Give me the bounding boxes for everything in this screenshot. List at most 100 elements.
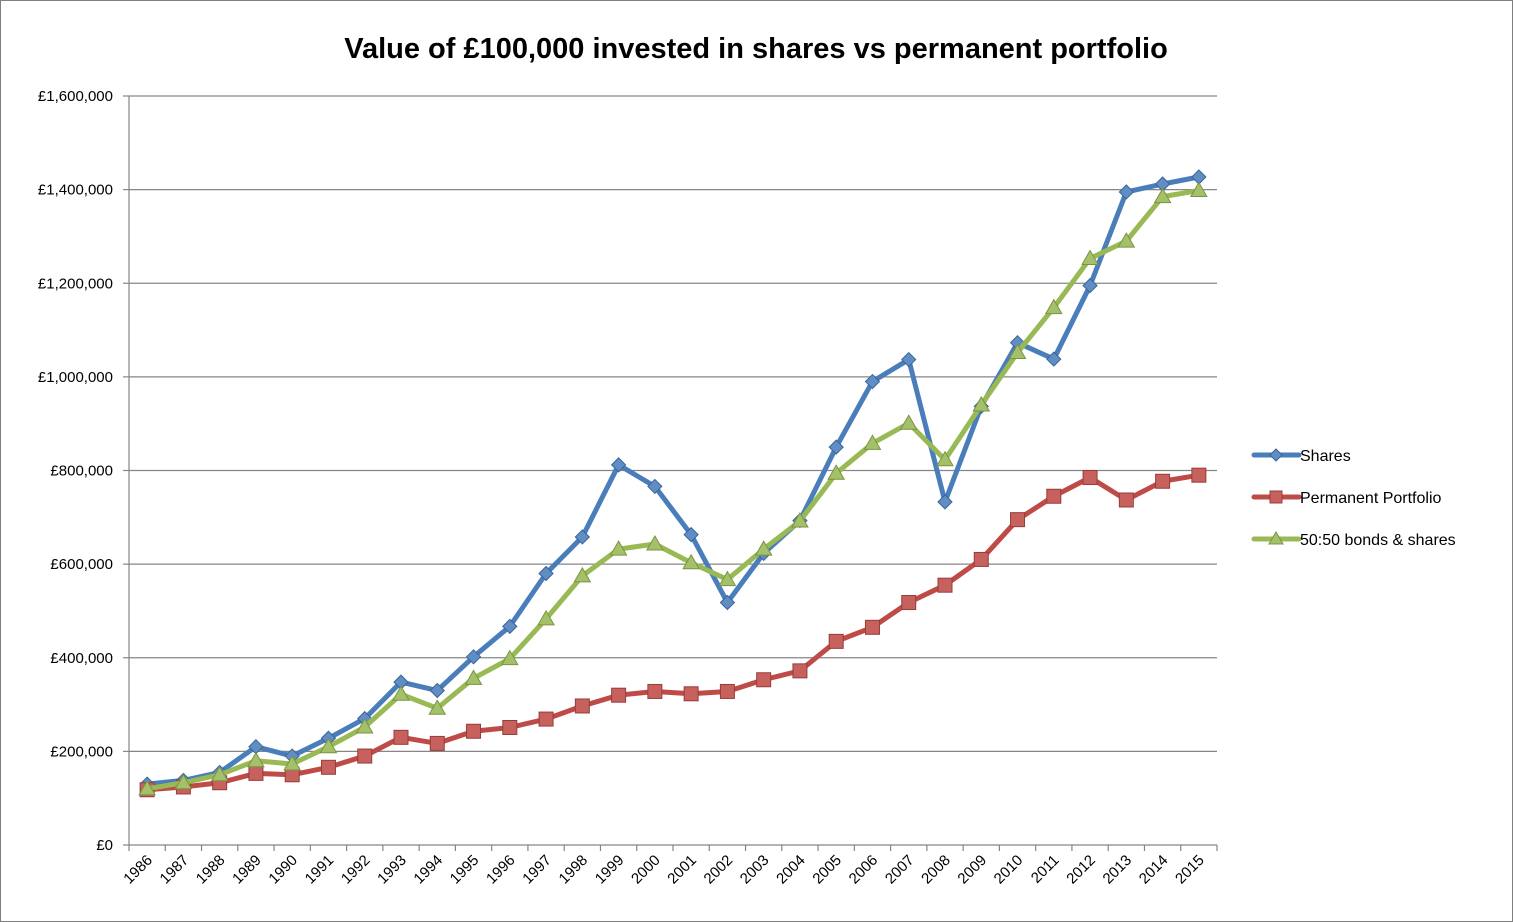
x-tick-label: 1989: [229, 852, 265, 888]
x-tick-label: 2000: [628, 852, 664, 888]
data-point-50-50-bonds-shares: [138, 779, 156, 796]
gridlines: [129, 95, 1217, 752]
x-tick-label: 1987: [157, 852, 193, 888]
data-point-50-50-bonds-shares: [972, 395, 991, 412]
data-point-50-50-bonds-shares: [247, 751, 265, 768]
y-tick-label: £1,600,000: [38, 88, 113, 105]
data-point-shares: [502, 618, 518, 635]
y-tick-label: £800,000: [50, 463, 113, 480]
data-point-50-50-bonds-shares: [428, 699, 447, 715]
x-tick-label: 2002: [701, 852, 737, 888]
series-line-permanent-portfolio: [144, 472, 1202, 793]
x-tick-label: 2004: [773, 852, 809, 888]
y-tick-label: £0: [96, 837, 113, 854]
x-tick-label: 1986: [120, 852, 156, 888]
data-point-permanent-portfolio: [357, 748, 373, 764]
data-point-permanent-portfolio: [937, 577, 953, 593]
x-tick-label: 1988: [193, 852, 229, 888]
data-point-permanent-portfolio: [828, 633, 844, 649]
data-point-permanent-portfolio: [466, 723, 482, 739]
data-point-shares: [465, 649, 482, 665]
y-tick-label: £400,000: [50, 650, 113, 667]
x-tick-label: 2010: [991, 852, 1027, 888]
data-point-50-50-bonds-shares: [573, 566, 592, 583]
y-tick-label: £1,400,000: [38, 182, 113, 199]
legend-marker-permanent-portfolio: [1269, 490, 1283, 504]
data-point-shares: [901, 351, 917, 368]
data-point-permanent-portfolio: [1046, 488, 1062, 504]
data-point-permanent-portfolio: [792, 663, 808, 679]
data-point-50-50-bonds-shares: [936, 450, 954, 467]
x-tick-label: 2013: [1100, 852, 1136, 888]
y-tick-label: £1,200,000: [38, 275, 113, 292]
data-point-permanent-portfolio: [248, 765, 264, 781]
data-point-50-50-bonds-shares: [791, 512, 809, 528]
data-point-permanent-portfolio: [756, 672, 772, 688]
data-point-permanent-portfolio: [864, 619, 880, 635]
data-point-50-50-bonds-shares: [863, 434, 882, 450]
data-point-50-50-bonds-shares: [1081, 249, 1099, 265]
x-tick-label: 1993: [374, 852, 410, 888]
data-point-shares: [1118, 184, 1135, 200]
data-point-50-50-bonds-shares: [210, 765, 229, 782]
data-point-permanent-portfolio: [901, 595, 917, 611]
data-point-permanent-portfolio: [1155, 473, 1171, 489]
x-tick-label: 2001: [664, 852, 700, 888]
x-tick-label: 1994: [410, 852, 446, 888]
data-point-permanent-portfolio: [611, 687, 627, 703]
data-point-50-50-bonds-shares: [283, 755, 302, 771]
data-point-shares: [683, 526, 699, 543]
data-point-50-50-bonds-shares: [1008, 343, 1027, 360]
data-point-permanent-portfolio: [429, 735, 445, 751]
x-tick-label: 1997: [519, 852, 555, 888]
data-point-50-50-bonds-shares: [827, 464, 846, 480]
x-tick-label: 2015: [1172, 852, 1208, 888]
data-point-shares: [828, 439, 844, 455]
legend-label: 50:50 bonds & shares: [1300, 532, 1456, 549]
x-tick-label: 2007: [882, 852, 918, 888]
data-point-permanent-portfolio: [320, 759, 336, 775]
y-tick-label: £1,000,000: [38, 369, 113, 386]
data-point-shares: [574, 529, 591, 545]
data-point-shares: [538, 565, 554, 582]
data-point-50-50-bonds-shares: [464, 669, 483, 685]
legend-label: Permanent Portfolio: [1300, 490, 1442, 507]
x-tick-label: 2009: [954, 852, 990, 888]
x-tick-label: 1999: [592, 852, 628, 888]
data-point-shares: [647, 478, 663, 495]
y-tick-label: £200,000: [50, 743, 113, 760]
data-point-50-50-bonds-shares: [537, 609, 555, 626]
x-tick-label: 1992: [338, 852, 374, 888]
data-point-50-50-bonds-shares: [355, 718, 374, 734]
data-point-50-50-bonds-shares: [1153, 187, 1172, 204]
x-axis-tick-labels: 1986 1987 1988 1989 1990 1991 1992 1993 1994 1995…: [120, 852, 1207, 888]
data-point-shares: [1082, 277, 1098, 294]
data-point-shares: [937, 494, 953, 510]
x-tick-label: 2005: [809, 852, 845, 888]
data-point-permanent-portfolio: [538, 711, 554, 727]
x-tick-label: 2003: [737, 852, 773, 888]
data-point-50-50-bonds-shares: [609, 540, 628, 556]
legend-label: Shares: [1300, 448, 1351, 465]
x-tick-label: 1998: [556, 852, 592, 888]
x-tick-label: 1995: [447, 852, 483, 888]
data-point-shares: [864, 373, 881, 390]
chart-title: Value of £100,000 invested in shares vs …: [344, 33, 1168, 65]
data-point-50-50-bonds-shares: [319, 737, 338, 754]
data-point-50-50-bonds-shares: [682, 553, 700, 570]
x-tick-label: 1991: [302, 852, 338, 888]
data-point-permanent-portfolio: [973, 551, 989, 567]
x-tick-label: 2012: [1063, 852, 1099, 888]
x-tick-label: 1990: [265, 852, 301, 888]
data-point-50-50-bonds-shares: [174, 773, 193, 790]
legend: Shares Permanent Portfolio 50:50 bonds & s…: [1251, 448, 1456, 549]
data-point-50-50-bonds-shares: [500, 649, 519, 666]
data-point-50-50-bonds-shares: [392, 685, 410, 701]
x-tick-label: 2011: [1028, 852, 1063, 887]
data-point-permanent-portfolio: [393, 729, 409, 745]
data-point-shares: [610, 457, 627, 473]
data-point-50-50-bonds-shares: [1117, 232, 1136, 248]
data-point-permanent-portfolio: [647, 683, 663, 699]
data-point-permanent-portfolio: [1118, 492, 1134, 508]
